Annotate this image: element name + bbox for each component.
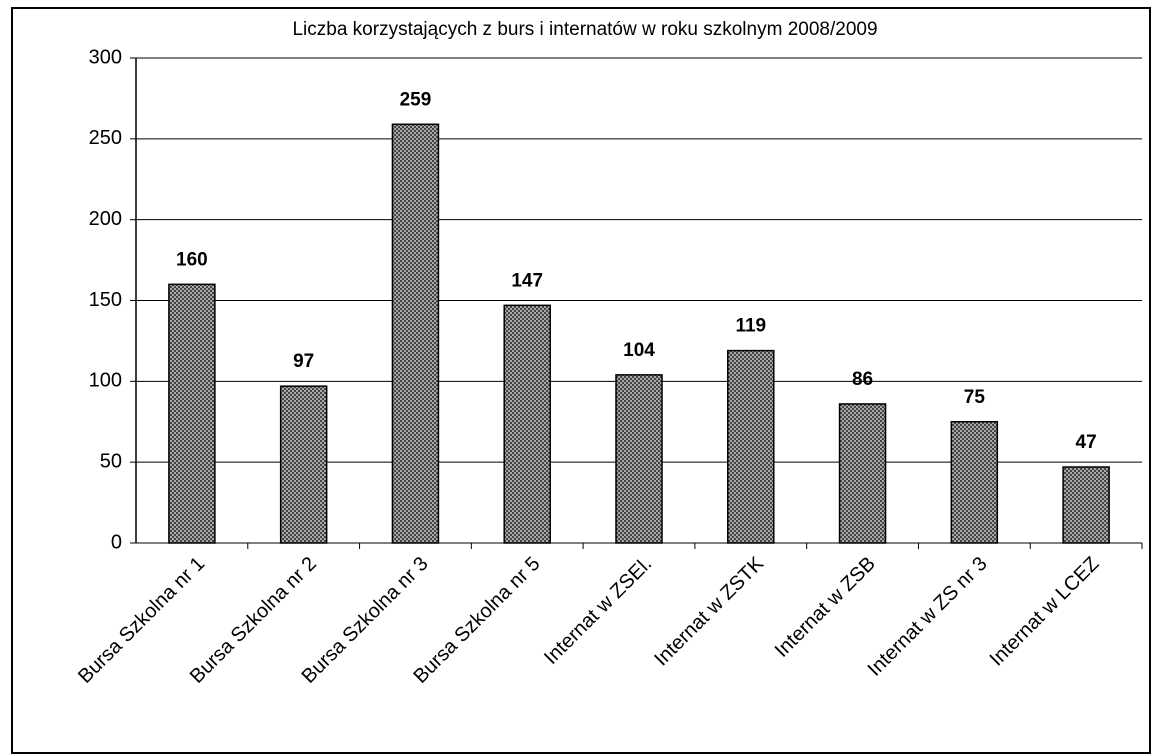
- bar: [279, 385, 328, 544]
- bar: [168, 283, 216, 544]
- bar: [838, 403, 887, 544]
- y-tick-label: 200: [89, 208, 122, 230]
- data-label: 75: [964, 387, 986, 408]
- bar: [615, 374, 663, 544]
- bar: [503, 304, 551, 544]
- x-tick-label: Internat w ZSB: [771, 553, 880, 662]
- y-tick-label: 250: [89, 127, 122, 149]
- bar: [950, 421, 999, 544]
- chart-border: [11, 7, 1151, 754]
- data-label: 104: [623, 340, 655, 361]
- y-tick-label: 150: [89, 289, 122, 311]
- x-tick-label: Bursa Szkolna nr 1: [74, 553, 209, 688]
- data-label: 147: [511, 270, 543, 291]
- x-tick-label: Internat w LCEZ: [986, 553, 1104, 671]
- x-tick-label: Internat w ZSTK: [650, 552, 768, 670]
- x-tick-label: Internat w ZSEl.: [540, 553, 656, 669]
- data-label: 119: [735, 316, 766, 337]
- data-label: 47: [1076, 432, 1097, 453]
- bar: [1062, 466, 1110, 544]
- x-tick-label: Internat w ZS nr 3: [864, 553, 992, 681]
- x-tick-label: Bursa Szkolna nr 2: [186, 553, 321, 688]
- y-tick-label: 0: [111, 531, 122, 553]
- bar: [727, 349, 775, 544]
- y-tick-label: 100: [89, 370, 122, 392]
- x-tick-label: Bursa Szkolna nr 5: [409, 553, 544, 688]
- y-tick-label: 50: [100, 450, 122, 472]
- chart-title: Liczba korzystających z burs i internató…: [292, 19, 877, 40]
- x-tick-label: Bursa Szkolna nr 3: [298, 553, 433, 688]
- bar: [391, 123, 440, 544]
- data-label: 160: [176, 249, 208, 270]
- data-label: 259: [400, 89, 432, 110]
- data-label: 86: [852, 369, 873, 390]
- y-tick-label: 300: [89, 46, 122, 68]
- data-label: 97: [293, 351, 314, 372]
